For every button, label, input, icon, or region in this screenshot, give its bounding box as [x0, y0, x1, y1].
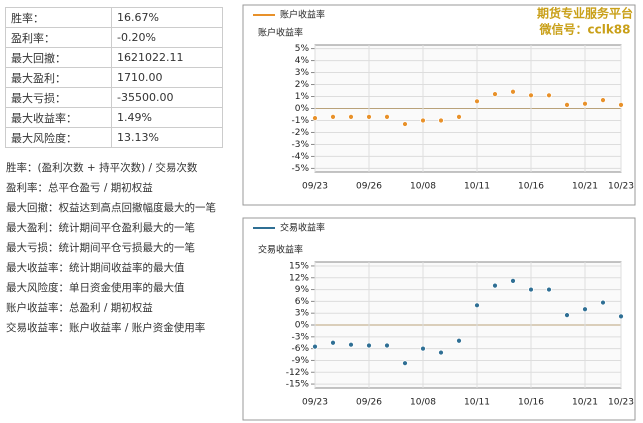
- y-tick-label: 3%: [295, 309, 310, 319]
- x-tick-label: 10/21: [572, 182, 598, 192]
- stat-label: 最大回撤：: [5, 47, 112, 68]
- table-row: 最大回撤： 1621022.11: [5, 47, 223, 68]
- y-tick-label: -2%: [291, 128, 309, 138]
- x-tick-label: 10/08: [410, 182, 436, 192]
- x-tick-label: 09/23: [302, 182, 328, 192]
- data-point: [384, 113, 390, 120]
- y-tick-label: 4%: [295, 56, 310, 66]
- data-point: [438, 349, 444, 356]
- data-point: [528, 286, 534, 293]
- x-tick-label: 09/23: [302, 398, 328, 408]
- y-tick-label: 2%: [295, 80, 310, 90]
- data-point: [348, 113, 354, 120]
- table-row: 最大风险度： 13.13%: [5, 127, 223, 148]
- data-point: [474, 302, 480, 309]
- data-point: [330, 339, 336, 346]
- stat-label: 最大风险度：: [5, 127, 112, 148]
- data-point: [528, 92, 534, 99]
- data-point: [420, 117, 426, 124]
- y-tick-label: 1%: [295, 92, 310, 102]
- y-tick-label: -4%: [291, 152, 309, 162]
- y-tick-label: 0%: [295, 104, 310, 114]
- x-tick-label: 10/11: [464, 398, 490, 408]
- stat-value: -35500.00: [111, 87, 223, 108]
- note-line: 最大盈利：统计期间平仓盈利最大的一笔: [6, 222, 195, 234]
- data-point: [438, 117, 444, 124]
- x-tick-label: 10/16: [518, 398, 544, 408]
- data-point: [420, 345, 426, 352]
- note-line: 账户收益率：总盈利 / 期初权益: [6, 302, 153, 314]
- x-tick-label: 10/16: [518, 182, 544, 192]
- data-point: [402, 121, 408, 127]
- data-point: [312, 343, 318, 350]
- y-tick-label: -12%: [286, 368, 310, 378]
- data-point: [510, 88, 516, 95]
- watermark: 微信号：cclk88: [538, 22, 630, 37]
- note-line: 最大收益率：统计期间收益率的最大值: [6, 262, 185, 274]
- x-tick-label: 10/21: [572, 398, 598, 408]
- y-tick-label: 0%: [295, 321, 310, 331]
- data-point: [564, 312, 570, 319]
- data-point: [582, 306, 588, 313]
- y-tick-label: 12%: [289, 273, 309, 283]
- data-point: [600, 97, 606, 104]
- stat-value: 13.13%: [111, 127, 223, 148]
- legend-label: 交易收益率: [280, 222, 325, 234]
- data-point: [546, 92, 552, 99]
- notes: 胜率：(盈利次数 + 持平次数) / 交易次数 盈利率：总平仓盈亏 / 期初权益最…: [6, 158, 216, 338]
- x-tick-label: 09/26: [356, 398, 382, 408]
- data-point: [366, 113, 372, 120]
- y-tick-label: -3%: [291, 140, 309, 150]
- y-tick-label: -6%: [291, 344, 309, 354]
- data-point: [402, 360, 408, 367]
- y-tick-label: -9%: [291, 356, 309, 366]
- y-tick-label: 15%: [289, 261, 309, 271]
- stats-table: 胜率： 16.67% 盈利率： -0.20% 最大回撤： 1621022.11 最大盈利： 1…: [5, 7, 223, 148]
- data-point: [312, 115, 318, 121]
- y-axis-title: 账户收益率: [258, 27, 303, 39]
- y-axis-title: 交易收益率: [258, 244, 303, 256]
- note-line: 最大回撤：权益达到高点回撤幅度最大的一笔: [6, 202, 216, 214]
- y-tick-label: 3%: [295, 68, 310, 78]
- stat-value: 1621022.11: [111, 47, 223, 68]
- data-point: [618, 313, 624, 320]
- watermark: 期货专业服务平台: [537, 6, 633, 21]
- data-point: [330, 113, 336, 120]
- y-tick-label: 5%: [295, 44, 310, 54]
- y-tick-label: 9%: [295, 285, 310, 295]
- data-point: [456, 113, 462, 120]
- x-tick-label: 09/26: [356, 182, 382, 192]
- y-tick-label: 6%: [295, 297, 310, 307]
- y-tick-label: -15%: [286, 380, 310, 390]
- note-line: 盈利率：总平仓盈亏 / 期初权益: [6, 182, 153, 194]
- data-point: [582, 100, 588, 107]
- x-tick-label: 10/08: [410, 398, 436, 408]
- data-point: [456, 337, 462, 344]
- note-line: 交易收益率：账户收益率 / 账户资金使用率: [6, 322, 206, 334]
- y-tick-label: -1%: [291, 116, 309, 126]
- legend-label: 账户收益率: [280, 9, 325, 21]
- x-tick-label: 10/23: [608, 398, 634, 408]
- y-tick-label: -5%: [291, 164, 309, 174]
- data-point: [564, 102, 570, 108]
- data-point: [366, 342, 372, 349]
- note-line: 胜率：(盈利次数 + 持平次数) / 交易次数: [6, 162, 198, 174]
- y-tick-label: -3%: [291, 332, 309, 342]
- x-tick-label: 10/11: [464, 182, 490, 192]
- data-point: [618, 102, 624, 108]
- data-point: [600, 299, 606, 306]
- note-line: 最大风险度：单日资金使用率的最大值: [6, 282, 185, 294]
- data-point: [492, 282, 498, 289]
- data-point: [546, 286, 552, 293]
- table-row: 最大亏损： -35500.00: [5, 87, 223, 108]
- data-point: [384, 342, 390, 349]
- data-point: [348, 341, 354, 348]
- data-point: [510, 277, 516, 284]
- data-point: [492, 91, 498, 98]
- note-line: 最大亏损：统计期间平仓亏损最大的一笔: [6, 242, 195, 254]
- x-tick-label: 10/23: [608, 182, 634, 192]
- data-point: [474, 98, 480, 105]
